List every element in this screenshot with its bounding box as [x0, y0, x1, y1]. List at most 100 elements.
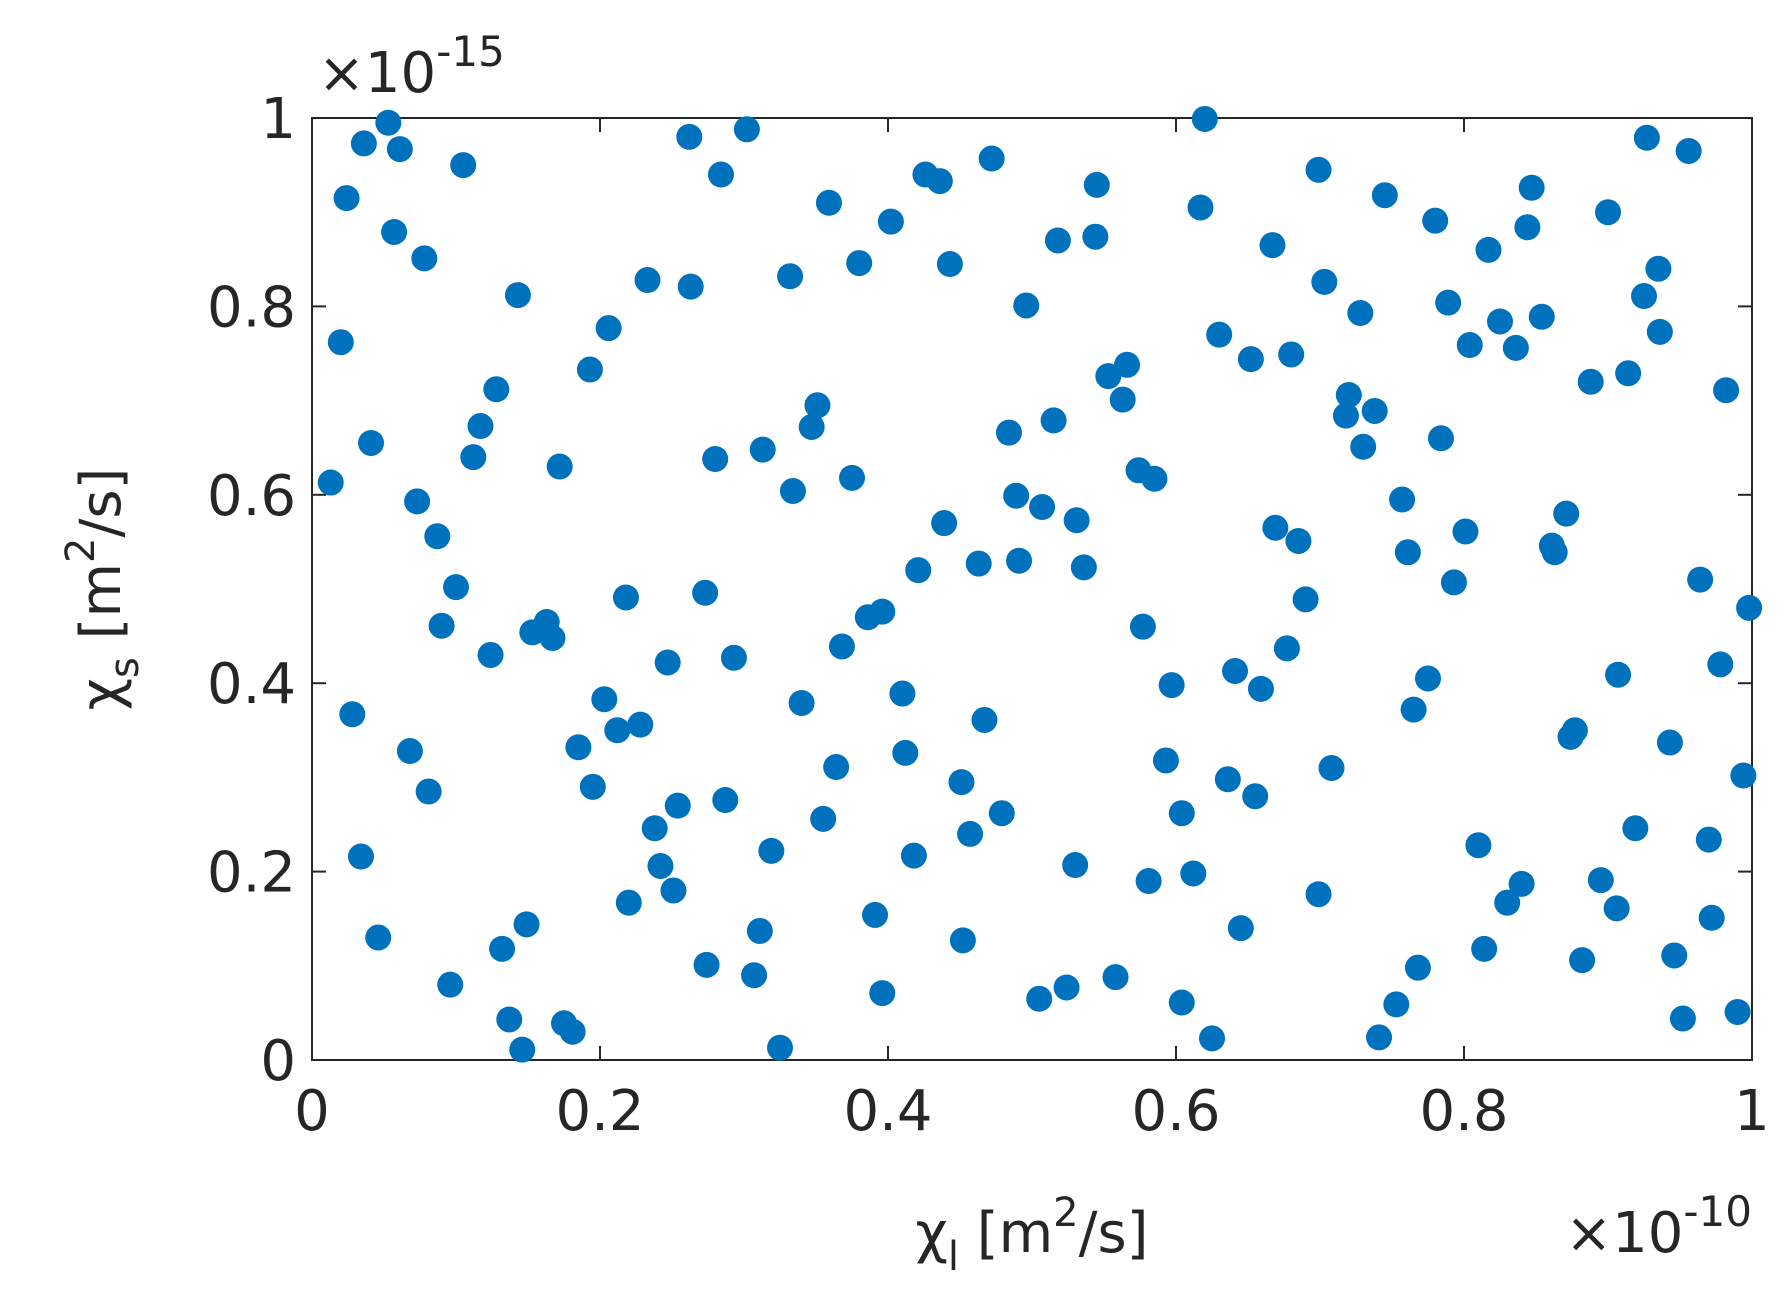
- point: [1168, 800, 1195, 827]
- point: [1135, 868, 1162, 895]
- point: [604, 717, 631, 744]
- point: [758, 837, 785, 864]
- point: [1262, 514, 1289, 541]
- point: [1615, 360, 1642, 387]
- point: [1646, 318, 1673, 345]
- point: [900, 842, 927, 869]
- point: [450, 152, 477, 179]
- point: [1622, 815, 1649, 842]
- point: [839, 464, 865, 491]
- point: [1465, 832, 1492, 859]
- y-tick-label: 1: [260, 87, 296, 152]
- point: [1191, 105, 1218, 132]
- point: [746, 917, 773, 944]
- x-tick-label: 1: [1734, 1079, 1770, 1144]
- point: [1114, 351, 1141, 378]
- x-tick-label: 0: [294, 1079, 330, 1144]
- point: [647, 852, 674, 879]
- y-multiplier: ×10-15: [318, 27, 505, 106]
- point: [496, 1006, 523, 1033]
- point: [823, 754, 850, 781]
- point: [1366, 1024, 1393, 1051]
- point: [1736, 594, 1763, 621]
- point: [1713, 377, 1740, 404]
- point: [365, 924, 392, 951]
- point: [565, 734, 592, 761]
- point: [339, 701, 366, 728]
- point: [869, 598, 896, 625]
- point: [634, 267, 661, 294]
- point: [1695, 826, 1722, 853]
- point: [810, 805, 837, 832]
- x-axis-label: χl [m2/s]: [915, 1190, 1148, 1280]
- point: [869, 980, 896, 1007]
- point: [317, 469, 344, 496]
- point: [1656, 729, 1683, 756]
- point: [1026, 985, 1053, 1012]
- point: [1083, 171, 1110, 198]
- point: [1095, 363, 1122, 390]
- point: [1669, 1005, 1696, 1032]
- point: [1508, 870, 1535, 897]
- point: [779, 478, 806, 505]
- point: [1003, 482, 1030, 509]
- point: [1305, 881, 1332, 908]
- point: [443, 574, 469, 601]
- y-tick-label: 0.6: [207, 464, 296, 529]
- point: [741, 962, 768, 989]
- point: [1109, 386, 1136, 413]
- point: [957, 820, 984, 847]
- point: [1318, 754, 1345, 781]
- point: [733, 116, 760, 143]
- point: [1332, 402, 1359, 429]
- point: [1456, 332, 1483, 359]
- point: [1687, 566, 1714, 593]
- y-tick-label: 0.8: [207, 275, 296, 340]
- point: [1222, 657, 1249, 684]
- point: [702, 446, 729, 473]
- point: [595, 315, 622, 342]
- point: [788, 689, 815, 716]
- point: [1187, 194, 1214, 221]
- point: [1389, 486, 1416, 513]
- point: [641, 815, 668, 842]
- point: [513, 911, 540, 938]
- point: [889, 680, 916, 707]
- point: [1724, 998, 1751, 1025]
- point: [489, 935, 516, 962]
- point: [1605, 661, 1632, 688]
- point: [1415, 665, 1441, 692]
- point: [660, 877, 687, 904]
- point: [1335, 381, 1362, 408]
- point: [828, 633, 855, 660]
- point: [591, 686, 618, 713]
- point: [396, 738, 423, 765]
- point: [1587, 867, 1614, 894]
- point: [905, 557, 932, 584]
- point: [1206, 321, 1233, 348]
- point: [971, 706, 998, 733]
- point: [692, 579, 719, 606]
- point: [509, 1036, 536, 1063]
- point: [612, 584, 639, 611]
- point: [579, 773, 606, 800]
- point: [1347, 299, 1374, 326]
- point: [1237, 346, 1264, 373]
- point: [1305, 156, 1332, 183]
- point: [926, 168, 953, 195]
- point: [1645, 255, 1672, 282]
- point: [1040, 407, 1067, 434]
- point: [1180, 860, 1207, 887]
- point: [1082, 223, 1109, 250]
- point: [1394, 539, 1421, 566]
- point: [546, 453, 573, 480]
- point: [677, 273, 704, 300]
- point: [712, 787, 739, 814]
- point: [428, 612, 455, 639]
- point: [948, 769, 975, 796]
- x-tick-label: 0.2: [555, 1079, 644, 1144]
- point: [1440, 569, 1467, 596]
- point: [777, 263, 804, 290]
- point: [1062, 852, 1089, 879]
- y-tick-label: 0.2: [207, 841, 296, 906]
